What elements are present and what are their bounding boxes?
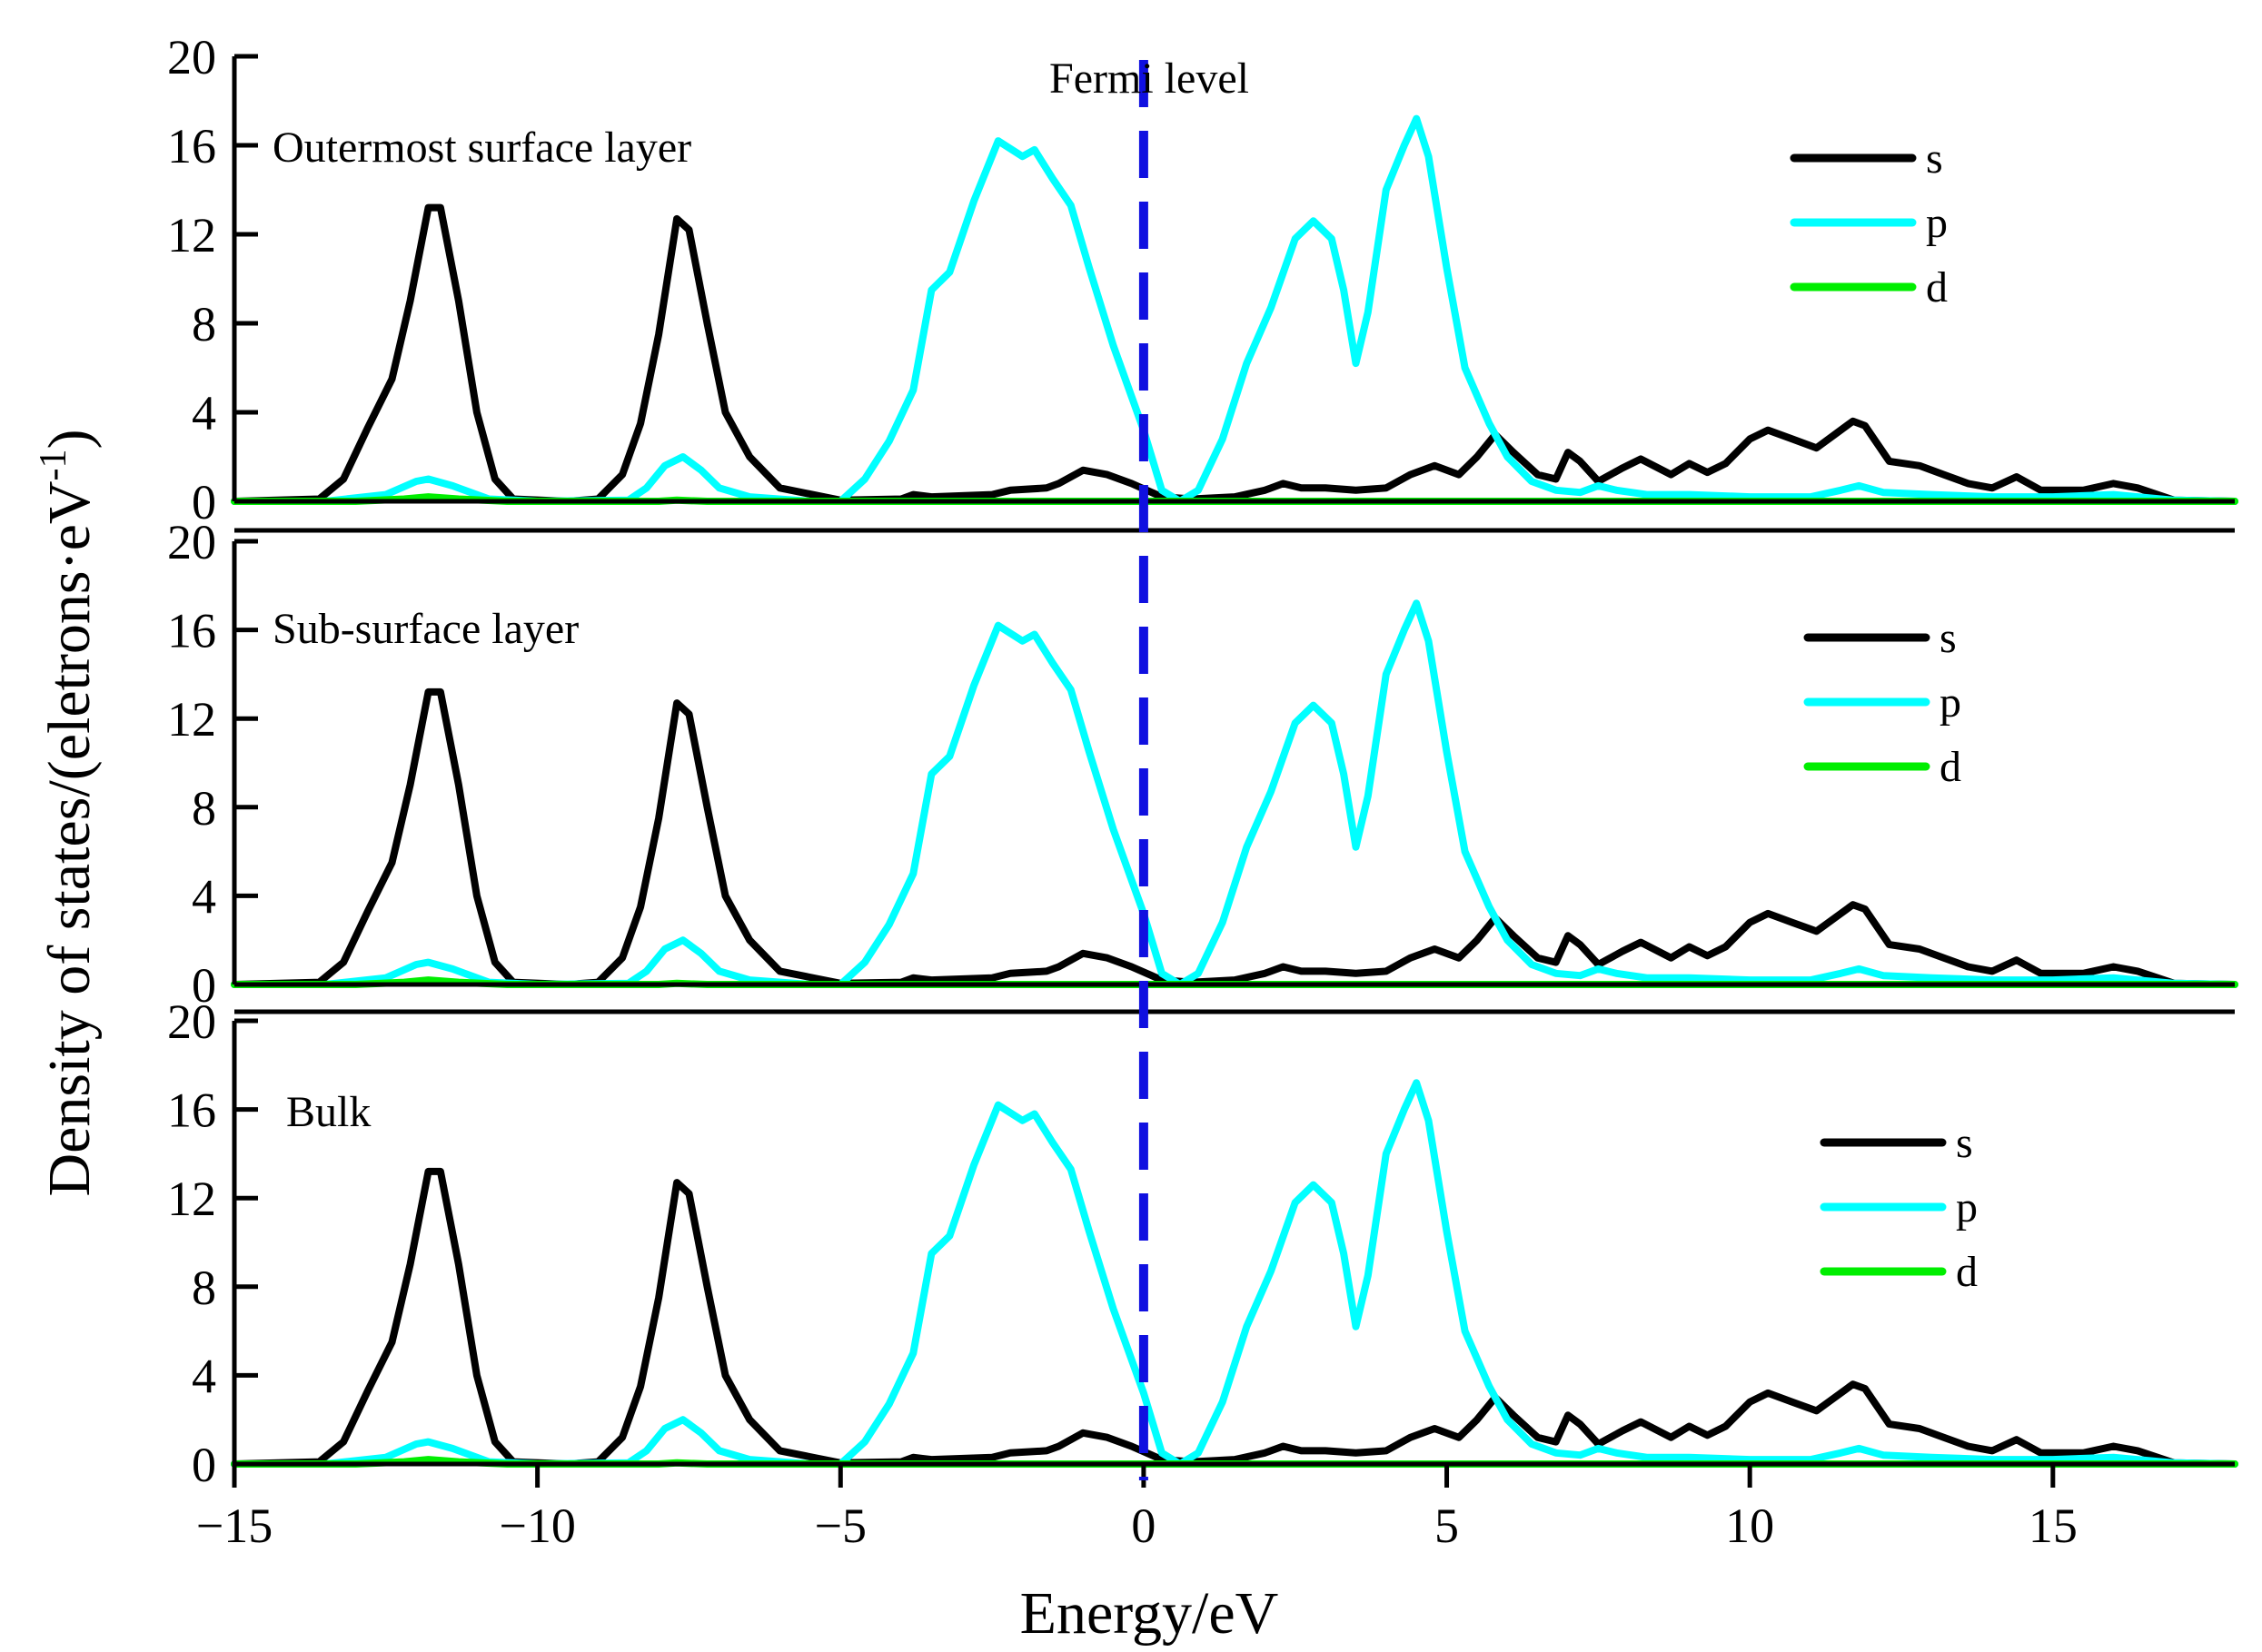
- legend-panel-1: spd: [1790, 134, 1948, 312]
- x-tick-label-5: 5: [1434, 1499, 1459, 1553]
- y-tick-label-20-panel-2: 20: [167, 515, 216, 569]
- x-tick-label--15: −15: [196, 1499, 273, 1553]
- y-tick-label-8-panel-2: 8: [192, 781, 216, 836]
- y-axis-title-close: ): [36, 429, 103, 449]
- panel-label-1: Outermost surface layer: [273, 124, 691, 172]
- y-tick-label-12-panel-3: 12: [167, 1172, 216, 1226]
- y-tick-label-8-panel-1: 8: [192, 297, 216, 351]
- panel-label-2: Sub-surface layer: [273, 605, 579, 653]
- legend-label-d-panel-3: d: [1956, 1248, 1978, 1296]
- panel-2: 0 4 8 12 16 20 Sub-surface layer spd: [167, 515, 2238, 1013]
- legend-label-s-panel-1: s: [1926, 134, 1943, 183]
- legend-label-d-panel-1: d: [1926, 263, 1948, 312]
- y-tick-label-0-panel-1: 0: [192, 475, 216, 529]
- y-tick-label-16-panel-1: 16: [167, 119, 216, 173]
- y-axis-title: Density of states/(eletrons·eV-1): [33, 429, 103, 1196]
- fermi-level-label: Fermi level: [1049, 54, 1249, 103]
- legend-panel-2: spd: [1803, 614, 1961, 791]
- series-p-line-panel-3: [231, 1079, 2238, 1468]
- x-tick-label-10: 10: [1725, 1499, 1774, 1553]
- y-tick-label-0-panel-3: 0: [192, 1438, 216, 1492]
- y-tick-label-4-panel-3: 4: [192, 1349, 216, 1403]
- y-tick-label-4-panel-1: 4: [192, 386, 216, 440]
- series-p-line-panel-2: [231, 599, 2238, 988]
- y-tick-label-4-panel-2: 4: [192, 869, 216, 924]
- y-tick-label-12-panel-2: 12: [167, 692, 216, 747]
- legend-label-s-panel-2: s: [1940, 614, 1957, 662]
- y-tick-label-16-panel-3: 16: [167, 1083, 216, 1138]
- y-axis-title-superscript: -1: [33, 449, 74, 480]
- legend-label-p-panel-3: p: [1956, 1183, 1978, 1232]
- y-tick-label-12-panel-1: 12: [167, 208, 216, 262]
- series-s-line-panel-1: [231, 203, 2238, 505]
- y-tick-label-8-panel-3: 8: [192, 1261, 216, 1315]
- x-axis-title: Energy/eV: [1020, 1580, 1279, 1647]
- legend-label-p-panel-1: p: [1926, 199, 1948, 247]
- legend-label-p-panel-2: p: [1940, 678, 1961, 727]
- series-s-line-panel-3: [231, 1167, 2238, 1468]
- legend-panel-3: spd: [1820, 1119, 1978, 1296]
- panel-3: 0 4 8 12 16 20 Bulk spd: [167, 994, 2238, 1492]
- y-axis-title-main: Density of states/(eletrons·eV: [36, 480, 103, 1196]
- x-tick-label-0: 0: [1131, 1499, 1156, 1553]
- x-tick-label--10: −10: [499, 1499, 575, 1553]
- series-s-line-panel-2: [231, 688, 2238, 988]
- x-tick-label-15: 15: [2029, 1499, 2078, 1553]
- y-tick-label-16-panel-2: 16: [167, 604, 216, 658]
- panel-1: 0 4 8 12 16 20 Outermost surface layer spd: [167, 30, 2238, 529]
- y-tick-label-20-panel-3: 20: [167, 994, 216, 1049]
- series-p-line-panel-1: [231, 114, 2238, 505]
- legend-label-s-panel-3: s: [1956, 1119, 1973, 1167]
- legend-label-d-panel-2: d: [1940, 743, 1961, 791]
- y-tick-label-20-panel-1: 20: [167, 30, 216, 84]
- y-tick-label-0-panel-2: 0: [192, 958, 216, 1013]
- panel-label-3: Bulk: [286, 1088, 371, 1136]
- x-tick-label--5: −5: [815, 1499, 867, 1553]
